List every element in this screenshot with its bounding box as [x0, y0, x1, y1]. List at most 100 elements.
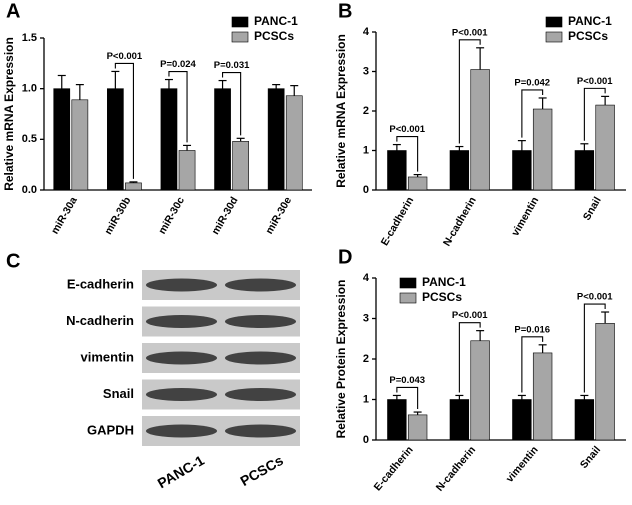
significance-bracket [458, 39, 481, 144]
x-tick-label: N-cadherin [434, 444, 478, 494]
legend-label: PANC-1 [254, 14, 298, 28]
bar [470, 69, 490, 191]
p-value: P=0.016 [514, 324, 550, 335]
x-tick-label: N-cadherin [441, 195, 479, 248]
y-tick-label: 2 [363, 353, 369, 365]
p-value: P<0.001 [452, 27, 488, 38]
significance-bracket [521, 336, 544, 393]
blot-band [224, 278, 297, 292]
bar [595, 323, 615, 441]
bar [532, 108, 553, 191]
x-tick-label: vimentin [504, 444, 541, 485]
panel-label: A [6, 0, 20, 22]
y-tick-label: 4 [363, 26, 370, 38]
legend-swatch [231, 31, 249, 43]
bar [214, 88, 231, 191]
y-tick-label: 0 [363, 184, 369, 196]
p-value: P<0.001 [389, 124, 425, 135]
panel-label: B [338, 0, 352, 22]
legend-label: PANC-1 [422, 275, 466, 289]
y-axis-title: Relative mRNA Expression [334, 34, 348, 188]
significance-bracket [114, 62, 134, 179]
blot-band [224, 351, 297, 365]
blot-row-label: Snail [103, 386, 134, 401]
bar [532, 352, 553, 441]
p-value: P<0.001 [577, 292, 613, 303]
significance-bracket [222, 72, 242, 136]
y-tick-label: 1 [363, 393, 369, 405]
legend-swatch [399, 277, 417, 289]
p-value: P=0.042 [514, 77, 550, 88]
bar [387, 150, 407, 191]
significance-bracket [583, 303, 606, 393]
legend-label: PCSCs [568, 29, 608, 43]
x-tick-label: Snail [578, 444, 603, 471]
p-value: P<0.001 [107, 51, 143, 62]
bar [267, 88, 285, 191]
bar [407, 414, 428, 441]
panel-label: D [338, 246, 352, 268]
blot-lane-label: PANC-1 [155, 452, 207, 492]
y-axis-title: Relative mRNA Expression [2, 37, 16, 191]
legend-swatch [399, 292, 417, 304]
blot-row-label: vimentin [81, 349, 135, 364]
bar [407, 176, 428, 191]
bar [574, 150, 595, 191]
blot-row-label: E-cadherin [67, 276, 134, 291]
bar [574, 399, 595, 441]
x-tick-label: Snail [581, 195, 604, 223]
panel-label: C [6, 250, 20, 272]
legend-swatch [545, 31, 563, 43]
blot-row-label: GAPDH [87, 422, 134, 437]
bar [387, 399, 407, 441]
blot-band [145, 351, 218, 365]
blot-band [145, 315, 218, 328]
x-tick-label: vimentin [509, 195, 541, 238]
p-value: P=0.031 [214, 60, 250, 71]
y-tick-label: 1 [363, 144, 369, 156]
legend-swatch [231, 16, 249, 28]
y-tick-label: 2 [363, 105, 369, 117]
y-tick-label: 0.0 [22, 184, 37, 196]
blot-row-label: N-cadherin [66, 313, 134, 328]
x-tick-label: miR-30e [263, 195, 294, 237]
blot-lane-label: PCSCs [237, 452, 286, 489]
blot-band [224, 315, 297, 328]
blot-band [224, 424, 297, 438]
y-tick-label: 0 [363, 434, 369, 446]
blot-band [145, 424, 218, 438]
bar [178, 150, 196, 191]
significance-bracket [458, 322, 481, 393]
bar [512, 399, 532, 441]
bar [125, 182, 142, 191]
y-tick-label: 4 [363, 272, 370, 284]
y-tick-label: 0.5 [22, 133, 37, 145]
y-axis-title: Relative Protein Expression [334, 280, 348, 439]
bar [53, 88, 71, 191]
bar [71, 99, 89, 191]
x-tick-label: miR-30d [209, 195, 240, 237]
significance-bracket [583, 87, 606, 141]
significance-bracket [521, 89, 544, 138]
significance-bracket [168, 70, 188, 143]
blot-band [145, 278, 218, 292]
bar [285, 95, 303, 191]
legend-label: PCSCs [422, 290, 462, 304]
legend-label: PCSCs [254, 29, 294, 43]
bar [449, 399, 470, 441]
x-tick-label: miR-30b [102, 195, 133, 237]
x-tick-label: E-cadherin [379, 195, 417, 248]
blot-band [224, 388, 297, 401]
blot-band [145, 388, 218, 401]
x-tick-label: E-cadherin [372, 444, 416, 493]
y-tick-label: 1.5 [22, 32, 37, 44]
x-tick-label: miR-30c [156, 195, 187, 237]
bar [232, 141, 249, 191]
p-value: P<0.001 [577, 76, 613, 87]
p-value: P<0.001 [452, 310, 488, 321]
legend-label: PANC-1 [568, 14, 612, 28]
x-tick-label: miR-30a [49, 195, 80, 237]
bar [449, 150, 470, 191]
y-tick-label: 1.0 [22, 83, 37, 95]
